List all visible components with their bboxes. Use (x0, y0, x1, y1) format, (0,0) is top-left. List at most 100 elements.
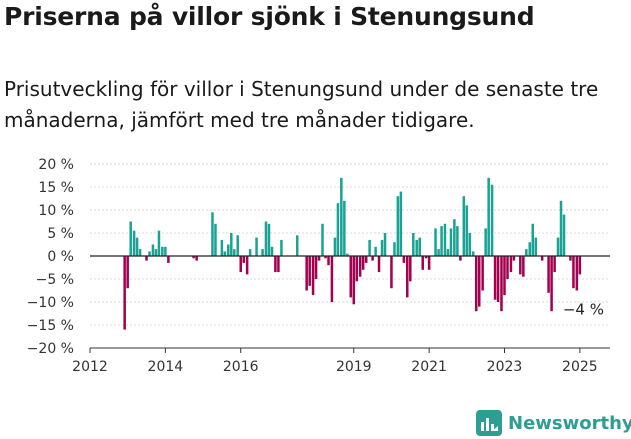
bar (314, 256, 318, 279)
bar (506, 256, 509, 279)
bar (500, 256, 503, 312)
bar (305, 256, 308, 291)
bar (333, 237, 337, 256)
bar (424, 256, 428, 259)
bar (406, 256, 409, 298)
bar (242, 256, 245, 263)
bar (223, 251, 227, 256)
x-tick-label: 2025 (562, 359, 598, 375)
bar (129, 221, 132, 256)
bar (490, 184, 494, 256)
bar (556, 237, 560, 256)
bar (346, 253, 349, 256)
bar (550, 256, 553, 312)
bar (487, 177, 490, 256)
newsworthy-icon (476, 410, 502, 436)
bar-chart: −20 % −15 % −10 % −5 % 0 % 5 % 10 % 15 % 20 % 201… (27, 157, 610, 375)
bar (220, 239, 224, 256)
bar (578, 256, 582, 275)
bar (471, 251, 475, 256)
bar (311, 256, 315, 296)
bar (459, 256, 462, 261)
bar (377, 256, 381, 273)
bar (427, 256, 431, 270)
bar (355, 256, 359, 282)
bar (349, 256, 353, 298)
bar (525, 249, 528, 256)
chart-subtitle: Prisutveckling för villor i Stenungsund … (4, 77, 599, 132)
bar (418, 237, 421, 256)
bar (123, 256, 126, 330)
bar (531, 223, 535, 256)
bar (380, 239, 384, 256)
bar (264, 221, 268, 256)
x-tick-label: 2016 (223, 359, 259, 375)
bar (390, 256, 393, 289)
bar (493, 256, 497, 300)
bar (481, 256, 484, 291)
bar (233, 249, 236, 256)
bar (434, 228, 437, 256)
bar (274, 256, 277, 273)
bar (270, 246, 274, 256)
bar (154, 249, 158, 256)
bar (267, 223, 271, 256)
bar (138, 249, 142, 256)
bar (361, 256, 365, 270)
bar (368, 239, 371, 256)
bar (248, 249, 252, 256)
bar (465, 205, 469, 256)
bar (474, 256, 478, 312)
x-tick-label: 2023 (487, 359, 523, 375)
bar (575, 256, 579, 291)
bar (317, 256, 321, 261)
bar (132, 230, 136, 256)
bar (277, 256, 280, 273)
y-tick-label: −5 % (36, 272, 74, 288)
bar (236, 235, 239, 256)
bar (126, 256, 129, 289)
bar (559, 200, 563, 256)
bar (364, 256, 368, 263)
bar (421, 256, 424, 270)
bar (393, 242, 396, 256)
bar (409, 256, 412, 282)
last-value-annotation: −4 % (563, 300, 604, 318)
bar (468, 233, 472, 256)
bar (572, 256, 575, 289)
bar (148, 251, 151, 256)
bar (437, 249, 440, 256)
bar (512, 256, 516, 261)
bar (462, 196, 466, 256)
bar (164, 246, 167, 256)
x-tick-label: 2021 (411, 359, 447, 375)
bar (340, 177, 343, 256)
x-tick-label: 2012 (72, 359, 108, 375)
y-tick-label: 5 % (47, 226, 74, 242)
y-tick-label: −20 % (27, 341, 74, 357)
y-tick-label: 20 % (38, 157, 74, 173)
bar (167, 256, 170, 263)
bar (453, 219, 456, 256)
x-tick-label: 2019 (336, 359, 372, 375)
bar (195, 256, 198, 261)
bar (519, 256, 522, 275)
bar (569, 256, 572, 261)
bar (412, 233, 415, 256)
bar (415, 239, 418, 256)
bar (157, 230, 161, 256)
bar (214, 223, 217, 256)
bar (135, 237, 139, 256)
bar (151, 244, 155, 256)
bar (496, 256, 500, 302)
bar (534, 237, 538, 256)
bar (239, 256, 242, 273)
bar (399, 191, 403, 256)
chart-title: Priserna på villor sjönk i Stenungsund (4, 2, 535, 31)
bar (295, 235, 299, 256)
bar (446, 249, 450, 256)
bar (503, 256, 506, 296)
bar (343, 200, 346, 256)
bar (374, 246, 377, 256)
bar (230, 233, 233, 256)
